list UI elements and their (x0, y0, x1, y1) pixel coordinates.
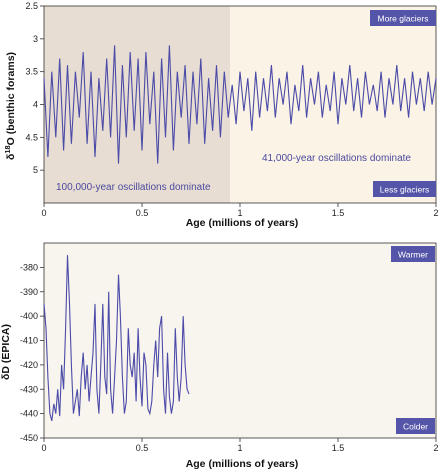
x-axis-label-bottom: Age (millions of years) (186, 458, 299, 470)
annotation-41k-oscillations: 41,000-year oscillations dominate (262, 153, 411, 164)
tag-colder-box (396, 418, 435, 434)
x-tick-label: 2 (433, 443, 438, 453)
axes-epica: 0 0.5 1 1.5 2 -380 -390 -400 -410 -420 -430 -440 -45… (20, 242, 439, 453)
x-tick-label: 0 (41, 443, 46, 453)
x-tick-label: 1.5 (332, 443, 345, 453)
y-tick-label: -440 (20, 409, 38, 419)
y-tick-label: -430 (20, 384, 38, 394)
region-100k-shading (44, 6, 231, 203)
panel-epica-background (44, 243, 436, 438)
x-tick-label: 0 (41, 208, 46, 218)
x-tick-label: 2 (433, 208, 438, 218)
y-tick-label: 4.5 (25, 132, 38, 142)
axes-benthic: 0 0.5 1 1.5 2 2.5 3 3.5 4 4.5 5 (25, 1, 438, 218)
annotation-100k-oscillations: 100,000-year oscillations dominate (56, 182, 211, 193)
tag-more-glaciers-box (370, 10, 436, 26)
y-tick-label: 3 (33, 34, 38, 44)
y-tick-label: -380 (20, 262, 38, 272)
x-tick-label: 1.5 (332, 208, 345, 218)
y-tick-label: -410 (20, 336, 38, 346)
tag-warmer: Warmer (398, 250, 428, 260)
tag-more-glaciers: More glaciers (377, 14, 428, 24)
y-tick-label: 4 (33, 100, 38, 110)
y-tick-label: -390 (20, 287, 38, 297)
y-tick-label: 2.5 (25, 1, 38, 11)
panel-epica-dd: 0 0.5 1 1.5 2 -380 -390 -400 -410 -420 -430 -440 -45… (0, 242, 439, 470)
series-epica-dd-line (43, 255, 190, 422)
y-tick-label: -400 (20, 311, 38, 321)
tag-warmer-box (391, 246, 435, 262)
y-tick-label: -450 (20, 433, 38, 443)
tag-less-glaciers-box (373, 181, 436, 197)
x-axis-label-top: Age (millions of years) (186, 217, 299, 229)
series-benthic-d18o-line (43, 45, 437, 164)
y-axis-label-top: δ18O (benthic forams) (3, 52, 17, 160)
x-tick-label: 1 (237, 443, 242, 453)
x-tick-label: 0.5 (136, 443, 149, 453)
panel-benthic-d18o: 0 0.5 1 1.5 2 2.5 3 3.5 4 4.5 5 More glaciers Less… (3, 1, 439, 229)
tag-less-glaciers: Less glaciers (380, 185, 430, 195)
x-tick-label: 0.5 (136, 208, 149, 218)
x-tick-label: 1 (237, 208, 242, 218)
tag-colder: Colder (403, 422, 428, 432)
y-tick-label: -420 (20, 360, 38, 370)
y-tick-label: 3.5 (25, 67, 38, 77)
y-axis-label-bottom: δD (EPICA) (0, 324, 12, 380)
y-tick-label: 5 (33, 165, 38, 175)
